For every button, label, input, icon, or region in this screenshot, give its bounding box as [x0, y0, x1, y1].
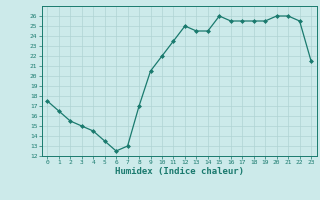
X-axis label: Humidex (Indice chaleur): Humidex (Indice chaleur): [115, 167, 244, 176]
